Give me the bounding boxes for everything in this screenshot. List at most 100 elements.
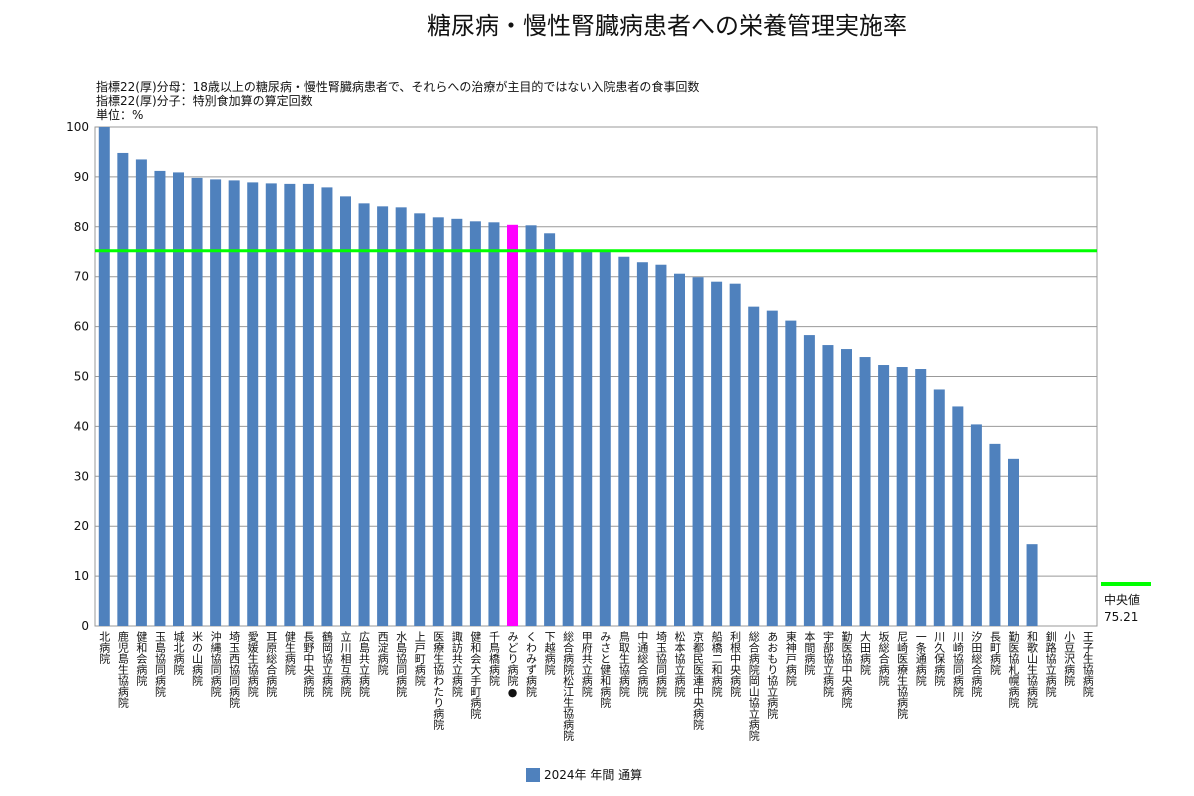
x-tick-label: 勤医協札幌病院 xyxy=(1007,631,1020,708)
x-tick-label: 釧路協立病院 xyxy=(1044,630,1057,697)
bar xyxy=(896,367,908,626)
x-tick-label: 勤医協中央病院 xyxy=(840,631,853,708)
bar xyxy=(711,281,723,626)
bar xyxy=(432,217,444,626)
y-tick-label: 30 xyxy=(74,469,89,483)
bar xyxy=(488,222,500,626)
plot-border xyxy=(94,126,1098,627)
bar xyxy=(507,224,518,626)
bar xyxy=(878,365,890,626)
bar xyxy=(154,170,166,627)
bar xyxy=(766,310,778,626)
bar xyxy=(302,183,314,627)
bar xyxy=(210,179,222,626)
x-tick-label: 小豆沢病院 xyxy=(1063,631,1076,686)
y-tick-label: 90 xyxy=(74,170,89,184)
x-tick-label: 広島共立病院 xyxy=(358,631,371,697)
x-tick-label: 東神戸病院 xyxy=(784,631,797,686)
x-tick-label: 健生病院 xyxy=(283,631,296,675)
bar xyxy=(191,177,203,626)
bar xyxy=(803,335,815,626)
bar xyxy=(674,273,685,626)
bar xyxy=(859,357,871,626)
x-tick-label: 上戸町病院 xyxy=(413,631,426,686)
bar xyxy=(321,187,333,626)
x-tick-label: くわみず病院 xyxy=(525,631,538,697)
x-tick-label: 中通総合病院 xyxy=(636,631,649,697)
bar xyxy=(599,250,611,626)
x-tick-label: 王子生協病院 xyxy=(1081,631,1094,697)
y-tick-label: 0 xyxy=(81,619,89,633)
x-tick-label: 米の山病院 xyxy=(191,631,204,686)
x-tick-label: 宇部協立病院 xyxy=(821,631,834,697)
legend: 2024年 年間 通算 xyxy=(526,766,642,783)
bar xyxy=(989,443,1001,626)
bar xyxy=(265,183,277,626)
x-tick-label: 和歌山生協病院 xyxy=(1026,631,1039,708)
bar xyxy=(117,152,129,626)
x-tick-label: 長野中央病院 xyxy=(302,631,315,697)
x-tick-label: みさと健和病院 xyxy=(599,631,612,708)
x-tick-label: 下越病院 xyxy=(543,631,556,675)
y-tick-label: 100 xyxy=(66,120,89,134)
x-tick-label: 利根中央病院 xyxy=(729,631,742,697)
bar xyxy=(414,213,426,626)
x-tick-label: 長町病院 xyxy=(988,631,1001,675)
x-tick-label: 川崎協同病院 xyxy=(951,631,964,697)
note-unit: 単位：% xyxy=(96,108,144,122)
y-tick-label: 80 xyxy=(74,220,89,234)
x-tick-label: 京都民医連中央病院 xyxy=(692,630,705,730)
x-tick-label: 立川相互病院 xyxy=(339,630,352,697)
bar xyxy=(469,221,481,626)
bar xyxy=(358,203,370,627)
x-tick-label: 玉島協同病院 xyxy=(153,631,166,697)
bar xyxy=(1008,458,1019,626)
x-tick-label: 水島協同病院 xyxy=(395,631,408,697)
bar xyxy=(692,277,704,626)
bar xyxy=(98,127,110,626)
bar xyxy=(173,172,184,626)
bar xyxy=(377,206,389,626)
y-tick-label: 40 xyxy=(74,419,89,433)
bar xyxy=(618,256,630,626)
x-tick-label: 総合病院松江生協病院 xyxy=(562,630,575,741)
bar xyxy=(544,233,556,627)
x-tick-label: 一条通病院 xyxy=(914,631,927,686)
x-tick-label: 健和会病院 xyxy=(135,631,148,686)
x-tick-label: 耳原総合病院 xyxy=(265,631,278,697)
y-tick-label: 10 xyxy=(74,569,89,583)
x-tick-label: 甲府共立病院 xyxy=(580,631,593,697)
bar xyxy=(822,345,834,626)
x-tick-label: 北病院 xyxy=(98,631,111,664)
note-numerator: 指標22(厚)分子：特別食加算の算定回数 xyxy=(96,94,313,108)
median-legend-swatch xyxy=(1101,582,1151,586)
bar xyxy=(729,283,741,626)
x-tick-label: 諏訪共立病院 xyxy=(450,630,463,697)
chart-title: 糖尿病・慢性腎臓病患者への栄養管理実施率 xyxy=(427,12,907,40)
y-tick-label: 60 xyxy=(74,320,89,334)
y-tick-label: 50 xyxy=(74,370,89,384)
bar xyxy=(952,406,964,626)
x-tick-label: 船橋二和病院 xyxy=(710,630,723,697)
x-tick-label: 千鳥橋病院 xyxy=(487,631,500,686)
note-denominator: 指標22(厚)分母：18歳以上の糖尿病・慢性腎臓病患者で、それらへの治療が主目的… xyxy=(96,80,700,94)
bar xyxy=(785,320,797,626)
bar xyxy=(395,207,407,627)
x-tick-label: あおもり協立病院 xyxy=(766,631,779,719)
y-tick-label: 20 xyxy=(74,519,89,533)
median-label: 中央値 xyxy=(1104,593,1141,607)
bar xyxy=(933,389,945,626)
legend-label: 2024年 年間 通算 xyxy=(544,768,643,782)
median-value: 75.21 xyxy=(1104,610,1139,624)
bar xyxy=(970,424,982,626)
x-tick-label: 鶴岡協立病院 xyxy=(320,630,333,697)
bar xyxy=(636,262,648,626)
bar xyxy=(228,180,240,626)
bar xyxy=(525,225,537,627)
bar xyxy=(135,159,147,626)
legend-swatch xyxy=(526,767,540,782)
x-tick-label: 本間病院 xyxy=(803,630,816,675)
bar xyxy=(841,349,852,626)
